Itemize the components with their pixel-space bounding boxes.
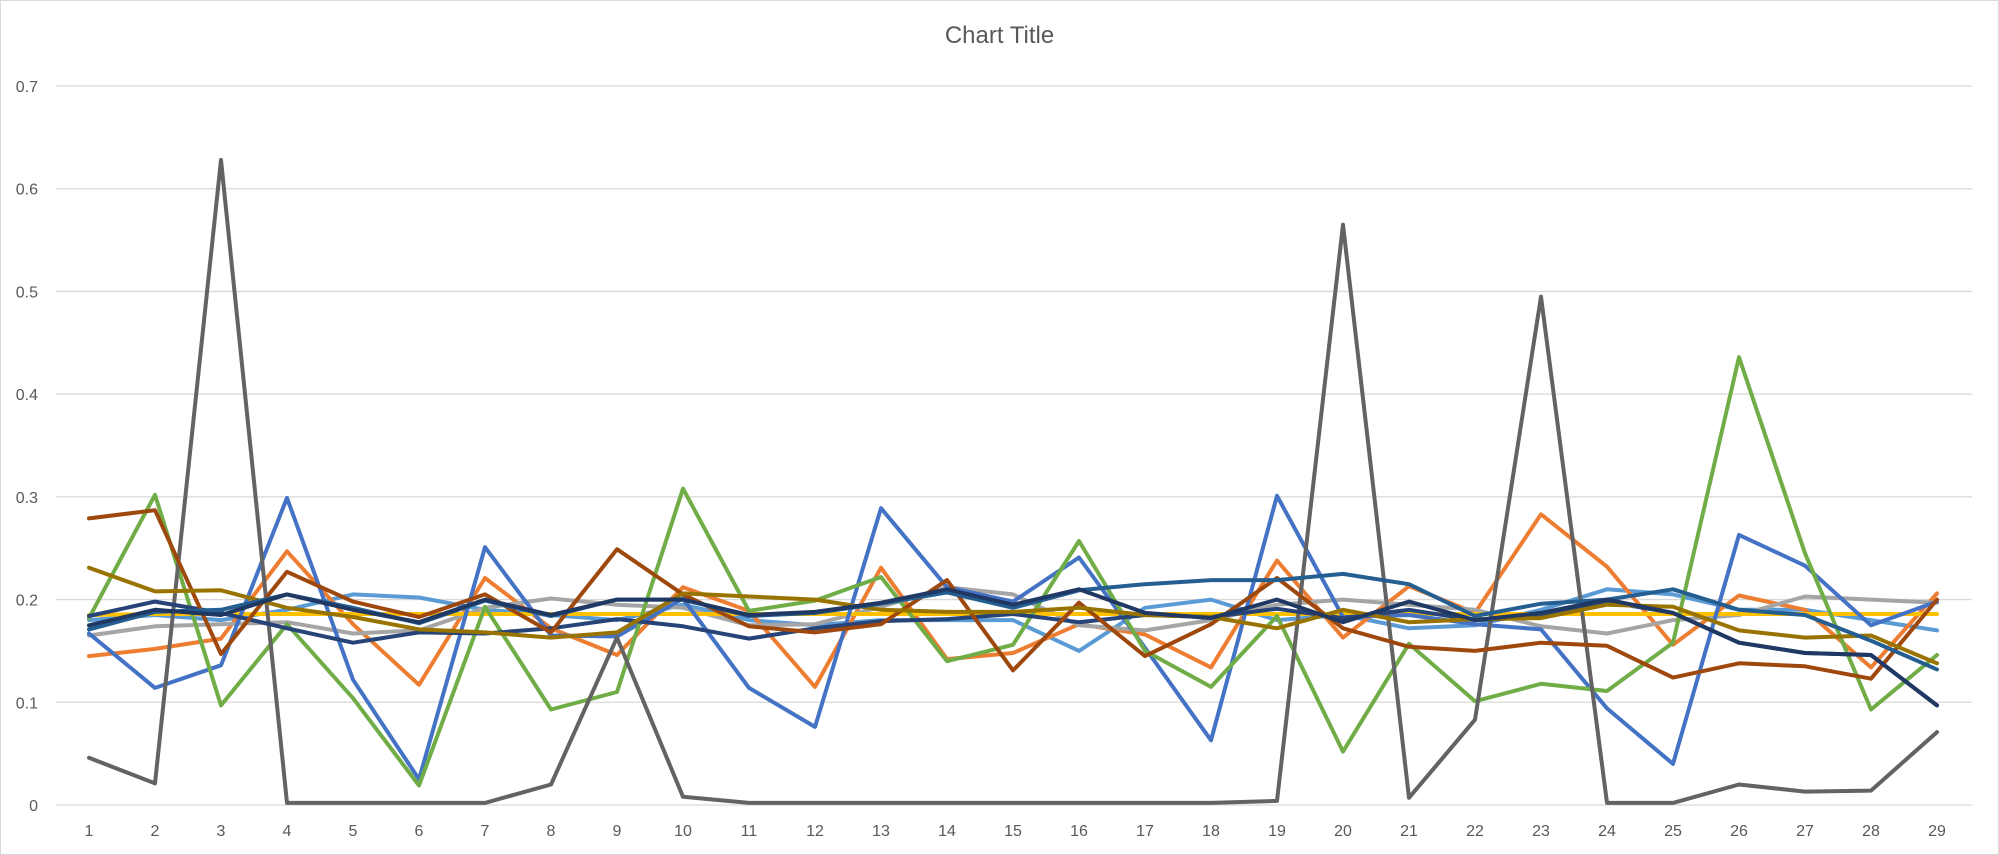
chart-title: Chart Title [944, 22, 1055, 49]
x-tick-label: 27 [1796, 823, 1814, 840]
gridlines [56, 85, 1972, 806]
y-tick-label: 0.3 [16, 490, 38, 507]
x-tick-label: 22 [1466, 823, 1484, 840]
y-axis-tick-labels: 0 0.1 0.2 0.3 0.4 0.5 0.6 0.7 [16, 79, 38, 815]
x-tick-label: 19 [1268, 823, 1286, 840]
x-tick-label: 14 [938, 823, 956, 840]
x-tick-label: 7 [481, 823, 490, 840]
x-tick-label: 1 [85, 823, 94, 840]
x-tick-label: 16 [1070, 823, 1088, 840]
y-tick-label: 0.1 [16, 695, 38, 712]
x-tick-label: 2 [151, 823, 160, 840]
y-tick-label: 0.4 [16, 387, 38, 404]
x-tick-label: 18 [1202, 823, 1220, 840]
series-line-5 [87, 493, 1939, 782]
x-tick-label: 8 [547, 823, 556, 840]
series-line-2 [87, 512, 1939, 689]
y-tick-label: 0.5 [16, 284, 38, 301]
x-tick-label: 5 [349, 823, 358, 840]
series-line-6 [87, 355, 1939, 788]
x-tick-label: 21 [1400, 823, 1418, 840]
series-line-12 [87, 587, 1939, 708]
series-line-9 [87, 508, 1939, 681]
x-tick-label: 12 [806, 823, 824, 840]
series-lines [87, 158, 1939, 805]
x-tick-label: 4 [283, 823, 292, 840]
x-tick-label: 26 [1730, 823, 1748, 840]
x-tick-label: 11 [741, 823, 758, 840]
series-line-7 [87, 158, 1939, 805]
x-axis-tick-labels: 1 2 3 4 5 6 7 8 9 10 11 12 13 14 15 16 17 18 19 20 21 22 23 24 2… [85, 823, 1946, 840]
x-tick-label: 20 [1334, 823, 1352, 840]
x-tick-label: 13 [872, 823, 890, 840]
x-tick-label: 17 [1136, 823, 1154, 840]
y-tick-label: 0 [29, 798, 38, 815]
x-tick-label: 23 [1532, 823, 1550, 840]
x-tick-label: 10 [674, 823, 692, 840]
y-tick-label: 0.2 [16, 593, 38, 610]
y-tick-label: 0.7 [16, 79, 38, 96]
x-tick-label: 9 [613, 823, 622, 840]
y-tick-label: 0.6 [16, 182, 38, 199]
x-tick-label: 3 [217, 823, 226, 840]
x-tick-label: 25 [1664, 823, 1682, 840]
x-tick-label: 28 [1862, 823, 1880, 840]
x-tick-label: 29 [1928, 823, 1946, 840]
x-tick-label: 15 [1004, 823, 1022, 840]
x-tick-label: 24 [1598, 823, 1616, 840]
x-tick-label: 6 [415, 823, 424, 840]
series-line-3 [87, 585, 1939, 638]
